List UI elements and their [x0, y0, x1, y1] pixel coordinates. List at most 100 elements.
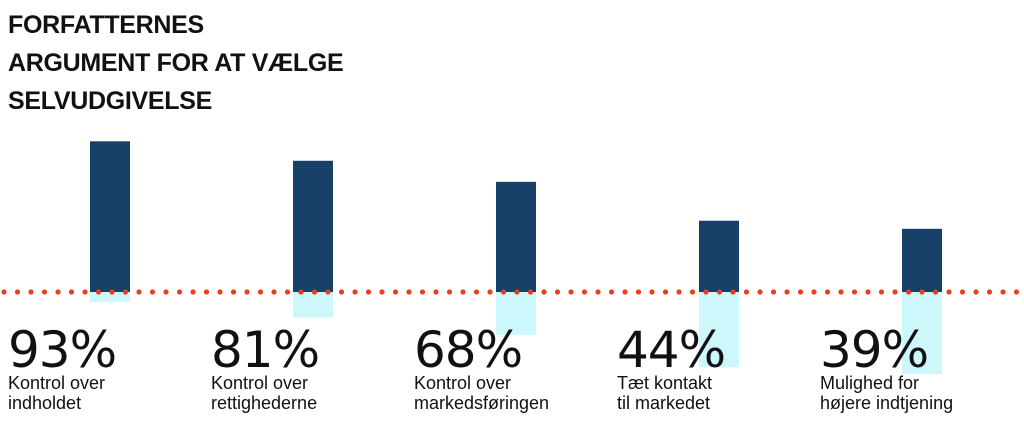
bar-2 — [293, 160, 333, 292]
baseline-dot — [973, 289, 979, 295]
baseline-dot — [460, 289, 466, 295]
baseline-dot — [595, 289, 601, 295]
baseline-dot — [352, 289, 358, 295]
baseline-dot — [311, 289, 318, 295]
baseline-dot — [419, 289, 426, 295]
baseline-dot — [851, 289, 858, 295]
category-caption-3-line-2: markedsføringen — [414, 393, 549, 413]
baseline-dot — [433, 289, 439, 295]
bar-3 — [496, 181, 536, 292]
baseline-dot — [608, 289, 615, 295]
baseline-dot — [986, 289, 993, 295]
baseline-dot — [257, 289, 264, 295]
mirror-bar-1 — [90, 292, 130, 302]
baseline-dot — [946, 289, 952, 295]
baseline-dot — [676, 289, 682, 295]
mirror-bar-2 — [293, 292, 333, 318]
value-label-5: 39% — [820, 321, 928, 379]
bars — [90, 141, 942, 292]
baseline-dot — [14, 289, 21, 295]
baseline-dot — [244, 289, 250, 295]
value-label-1: 93% — [8, 321, 116, 379]
baseline-dot — [82, 289, 88, 295]
baseline-dot — [217, 289, 223, 295]
baseline-dot — [730, 289, 736, 295]
baseline-dot — [797, 289, 804, 295]
baseline-dot — [703, 289, 709, 295]
baseline-dot — [95, 289, 102, 295]
category-caption-2-line-1: Kontrol over — [211, 373, 308, 393]
baseline-dot — [230, 289, 237, 295]
baseline-dot — [878, 289, 885, 295]
baseline-dot — [689, 289, 696, 295]
value-labels: 93% 81% 68% 44% 39% — [8, 321, 929, 379]
category-caption-5-line-1: Mulighed for — [820, 373, 919, 393]
baseline-dot — [635, 289, 642, 295]
value-label-3: 68% — [414, 321, 522, 379]
baseline-dot — [379, 289, 385, 295]
baseline-dot — [487, 289, 493, 295]
category-caption-2-line-2: rettighederne — [211, 393, 317, 413]
mirror-bar-3 — [496, 292, 536, 336]
baseline-dot — [284, 289, 291, 295]
baseline-dot — [55, 289, 61, 295]
baseline-dot — [919, 289, 925, 295]
baseline-dot — [622, 289, 628, 295]
baseline-dot — [905, 289, 912, 295]
baseline-dot — [554, 289, 561, 295]
category-caption-5-line-2: højere indtjening — [820, 393, 953, 413]
baseline-dot — [28, 289, 34, 295]
baseline-dot — [500, 289, 507, 295]
baseline-dot — [446, 289, 453, 295]
title-line-2: ARGUMENT FOR AT VÆLGE — [8, 49, 344, 77]
baseline-dot — [149, 289, 156, 295]
baseline-dot — [406, 289, 412, 295]
baseline-dot — [176, 289, 183, 295]
baseline-dot — [1, 289, 7, 295]
value-label-4: 44% — [617, 321, 725, 379]
baseline-dot — [649, 289, 655, 295]
baseline-dot — [365, 289, 372, 295]
baseline-dot — [568, 289, 574, 295]
bar-4 — [699, 220, 739, 292]
baseline-dot — [41, 289, 48, 295]
baseline-dot — [163, 289, 169, 295]
baseline-dot — [770, 289, 777, 295]
baseline-dot — [527, 289, 534, 295]
value-label-2: 81% — [211, 321, 319, 379]
baseline-dot — [757, 289, 763, 295]
baseline-dot — [959, 289, 966, 295]
baseline-dot — [473, 289, 480, 295]
title-line-3: SELVUDGIVELSE — [8, 87, 213, 115]
baseline-dot — [838, 289, 844, 295]
baseline-dot — [1000, 289, 1006, 295]
baseline-dot — [743, 289, 750, 295]
baseline-dot — [514, 289, 520, 295]
category-caption-1-line-1: Kontrol over — [8, 373, 105, 393]
chart-title: FORFATTERNES ARGUMENT FOR AT VÆLGE SELVU… — [8, 6, 344, 120]
dotted-baseline — [1, 289, 1020, 295]
baseline-dot — [325, 289, 331, 295]
baseline-dot — [68, 289, 75, 295]
baseline-dot — [784, 289, 790, 295]
baseline-dot — [716, 289, 723, 295]
category-caption-1-line-2: indholdet — [8, 393, 81, 413]
baseline-dot — [190, 289, 196, 295]
category-caption-4-line-2: til markedet — [617, 393, 710, 413]
baseline-dot — [892, 289, 898, 295]
mirror-bar-4 — [699, 292, 739, 368]
title-line-1: FORFATTERNES — [8, 11, 204, 39]
baseline-dot — [541, 289, 547, 295]
baseline-dot — [932, 289, 939, 295]
baseline-dot — [122, 289, 129, 295]
mirror-bars — [90, 292, 942, 374]
baseline-dot — [1013, 289, 1020, 295]
mirror-bar-5 — [902, 292, 942, 374]
baseline-dot — [811, 289, 817, 295]
baseline-dot — [203, 289, 210, 295]
baseline-dot — [392, 289, 399, 295]
baseline-dot — [662, 289, 669, 295]
baseline-dot — [298, 289, 304, 295]
